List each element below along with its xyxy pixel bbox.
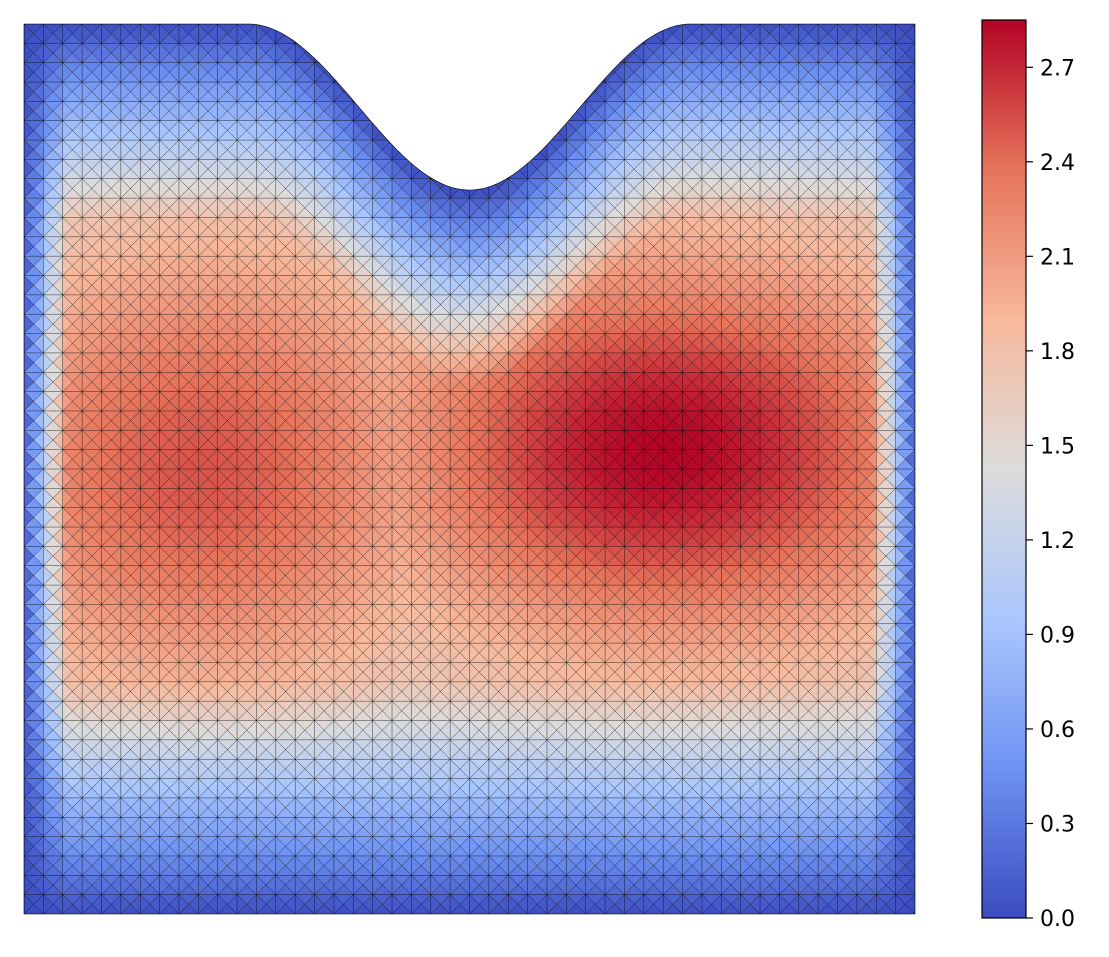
mesh-triangle [469, 159, 490, 170]
mesh-triangle [449, 159, 461, 180]
mesh-triangle [411, 139, 432, 150]
mesh-triangle [440, 159, 451, 180]
mesh-triangle [507, 139, 528, 150]
mesh-triangle [343, 62, 354, 83]
mesh-triangle [469, 159, 480, 180]
mesh-triangle [537, 120, 548, 141]
mesh-triangle [372, 110, 393, 121]
mesh-triangle [556, 101, 567, 122]
mesh-triangle [391, 120, 402, 141]
mesh-triangle [294, 33, 315, 44]
mesh-triangle [488, 159, 509, 170]
mesh-triangle [566, 81, 577, 102]
mesh-triangle [353, 81, 364, 102]
mesh-triangle [294, 24, 315, 34]
mesh-triangle [517, 139, 528, 160]
mesh-triangle [565, 81, 587, 92]
mesh-triangle [411, 149, 432, 160]
mesh-triangle [314, 43, 335, 54]
mesh-triangle [546, 101, 557, 122]
mesh-triangle [382, 101, 393, 122]
mesh-triangle [498, 159, 509, 180]
mesh-triangle [459, 159, 470, 180]
mesh-triangle [546, 101, 567, 112]
mesh-triangle [372, 101, 383, 122]
mesh-triangle [304, 24, 315, 44]
mesh-triangle [575, 81, 586, 102]
mesh-triangle [469, 178, 490, 189]
mesh-triangle [469, 168, 490, 179]
mesh-triangle [372, 101, 393, 112]
mesh-triangle [391, 130, 412, 141]
mesh-triangle [352, 91, 374, 102]
mesh-triangle [420, 139, 431, 160]
mesh-triangle [507, 149, 528, 160]
plot-area [23, 23, 916, 915]
mesh-triangle [508, 139, 519, 160]
mesh-triangle [324, 42, 335, 64]
mesh-triangle [430, 159, 451, 170]
mesh-triangle [430, 168, 451, 179]
mesh-triangle [546, 110, 567, 121]
mesh-triangle [333, 72, 354, 83]
mesh-triangle [333, 62, 354, 73]
mesh-triangle [295, 24, 306, 44]
mesh-triangle [527, 130, 548, 141]
mesh-triangle [411, 139, 422, 160]
mesh-triangle [449, 168, 470, 179]
mesh-triangle [391, 120, 412, 131]
mesh-triangle [527, 120, 548, 131]
mesh-triangle [430, 159, 441, 180]
mesh-triangle [449, 159, 470, 170]
mesh-triangle [401, 120, 412, 141]
mesh-triangle [362, 81, 373, 102]
mesh-triangle [449, 178, 470, 189]
mesh-triangle [488, 159, 499, 180]
mesh-triangle [565, 91, 587, 102]
mesh-triangle [333, 62, 344, 83]
mesh-triangle [352, 81, 374, 92]
mesh-triangle [488, 168, 509, 179]
mesh-triangle [527, 120, 538, 141]
mesh-triangle [478, 159, 490, 180]
